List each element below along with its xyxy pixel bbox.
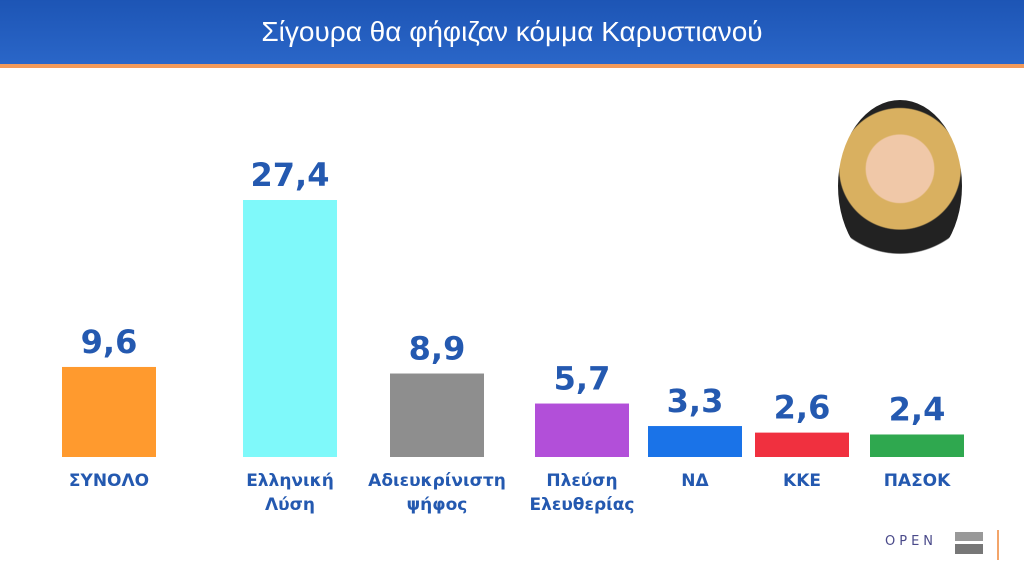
bar <box>390 373 484 457</box>
open-logo: OPEN <box>885 534 938 549</box>
channel-logo <box>955 532 983 554</box>
header-bar: Σίγουρα θα φήφιζαν κόμμα Καρυστιανού <box>0 0 1024 68</box>
category-label: Αδιευκρίνιστη <box>368 471 506 491</box>
category-label: Ελευθερίας <box>529 495 634 515</box>
data-label: 9,6 <box>81 323 138 361</box>
category-label: ΝΔ <box>681 471 709 491</box>
data-label: 2,4 <box>889 390 946 428</box>
data-label: 27,4 <box>251 156 330 194</box>
category-label: ΣΥΝΟΛΟ <box>69 471 149 491</box>
bar <box>535 403 629 457</box>
bar <box>870 434 964 457</box>
bar <box>243 200 337 457</box>
bar <box>755 432 849 457</box>
chart-title: Σίγουρα θα φήφιζαν κόμμα Καρυστιανού <box>261 16 763 47</box>
category-label: ψήφος <box>407 495 468 515</box>
data-label: 5,7 <box>554 360 611 398</box>
category-label: ΚΚΕ <box>783 471 821 491</box>
person-photo <box>838 100 962 272</box>
category-label: Ελληνική <box>246 471 334 491</box>
data-label: 2,6 <box>774 389 831 427</box>
bar <box>62 366 156 457</box>
category-label: Πλεύση <box>546 471 617 491</box>
data-label: 3,3 <box>667 382 724 420</box>
category-label: Λύση <box>265 495 315 515</box>
data-label: 8,9 <box>409 330 466 368</box>
category-label: ΠΑΣΟΚ <box>884 471 951 491</box>
bar <box>648 426 742 457</box>
divider <box>997 530 999 560</box>
